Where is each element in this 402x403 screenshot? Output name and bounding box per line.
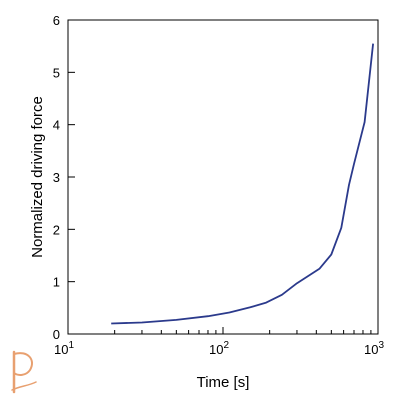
y-axis-title: Normalized driving force bbox=[29, 96, 46, 258]
x-tick-label: 102 bbox=[209, 340, 229, 357]
y-tick-label: 0 bbox=[53, 327, 60, 342]
y-tick-label: 1 bbox=[53, 275, 60, 290]
y-tick-label: 6 bbox=[53, 13, 60, 28]
y-axis-ticks: 0 1 2 3 4 5 6 bbox=[53, 13, 75, 342]
x-tick-label: 103 bbox=[364, 340, 384, 357]
y-tick-label: 2 bbox=[53, 222, 60, 237]
x-axis-title: Time [s] bbox=[197, 374, 250, 391]
y-tick-label: 5 bbox=[53, 65, 60, 80]
x-tick-label: 101 bbox=[54, 340, 74, 357]
x-axis-ticks: 101 102 103 bbox=[54, 327, 384, 357]
y-tick-label: 4 bbox=[53, 118, 60, 133]
series-line-0 bbox=[111, 43, 374, 325]
series-layer bbox=[111, 43, 374, 325]
y-tick-label: 3 bbox=[53, 170, 60, 185]
plot-frame bbox=[67, 19, 379, 335]
company-logo bbox=[11, 350, 37, 394]
